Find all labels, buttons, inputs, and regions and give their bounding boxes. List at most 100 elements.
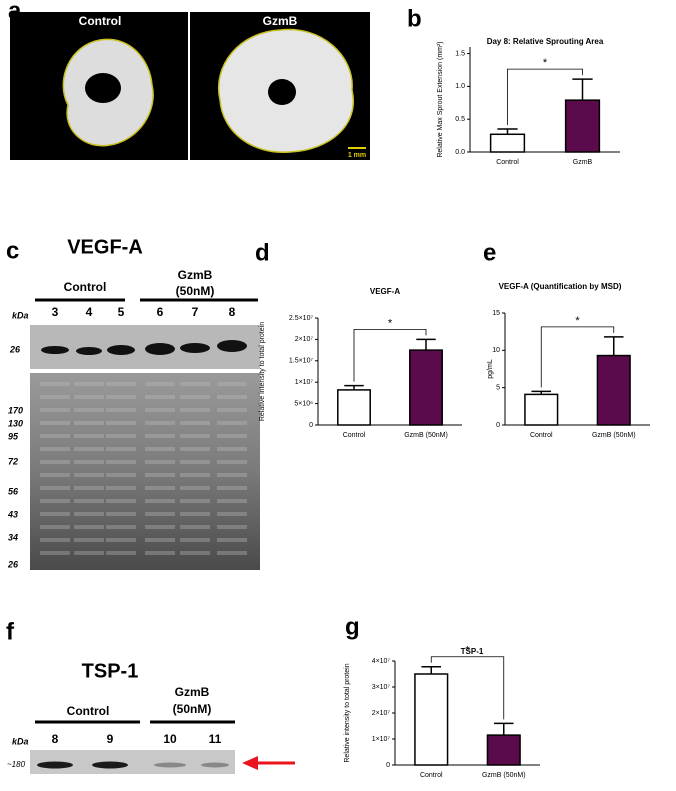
x-tick-label: Control [343,432,366,439]
y-axis-label: Relative intensity to total protein [259,322,266,421]
y-tick-label: 1.5 [455,50,465,57]
marker-label: 26 [9,344,21,354]
gel-band [145,395,175,399]
significance-bracket [353,329,427,382]
gel-band [217,434,247,438]
gel-band [40,473,70,477]
unit-label: kDa [12,310,29,320]
y-tick-label: 2×10⁷ [295,336,314,343]
lane-label: 3 [52,305,59,319]
gel-band [106,486,136,490]
x-tick-label: GzmB (50nM) [482,772,526,779]
gel-band [74,408,104,412]
lane-label: 6 [157,305,164,319]
gel-band [106,434,136,438]
gel-band [145,447,175,451]
gel-band [74,512,104,516]
lane-label: 8 [52,732,59,746]
x-tick-label: Control [420,772,443,779]
blot-title: TSP-1 [82,660,139,682]
gel-band [106,499,136,503]
gel-band [217,499,247,503]
gel-band [145,382,175,386]
gel-band [180,538,210,542]
gel-band [106,551,136,555]
lane-label: 4 [86,305,93,319]
blot-title: VEGF-A [67,236,143,258]
gel-band [217,421,247,425]
y-tick-label: 2.5×10⁷ [289,315,314,322]
panel-letter: g [345,613,360,640]
gel-band [145,538,175,542]
y-tick-label: 3×10⁷ [372,684,391,691]
gel-band [106,538,136,542]
gel-band [74,421,104,425]
x-tick-label: GzmB (50nM) [592,432,636,439]
significance-label: * [465,645,470,657]
gel-band [74,551,104,555]
gel-band [180,512,210,516]
gel-band [74,473,104,477]
gel-band [40,499,70,503]
y-tick-label: 0 [386,762,390,769]
y-tick-label: 5 [496,385,500,392]
chart-title: Day 8: Relative Sprouting Area [487,37,604,46]
gel-band [217,551,247,555]
gel-band [40,421,70,425]
gel-band [180,499,210,503]
scale-bar-label: 1 mm [348,152,366,159]
panel-letter: e [483,239,496,266]
lane-label: 9 [107,732,114,746]
gel-band [74,499,104,503]
panel-letter: c [6,237,19,264]
group-label: GzmB [175,685,210,699]
lane-label: 8 [229,305,236,319]
chart-title: VEGF-A [370,287,400,296]
marker-label: 130 [8,418,23,428]
gel-band [74,447,104,451]
gel-band [40,447,70,451]
gel-band [74,460,104,464]
gel-band [145,473,175,477]
x-tick-label: Control [530,432,553,439]
x-tick-label: GzmB [573,159,593,166]
gel-band [74,434,104,438]
gel-band [106,421,136,425]
gel-band [145,551,175,555]
bar [596,354,631,426]
gel-band [40,434,70,438]
gel-band [217,408,247,412]
gel-band [40,395,70,399]
gel-band [74,486,104,490]
group-label: (50nM) [176,284,215,298]
significance-bracket [507,68,583,126]
y-tick-label: 1.0 [455,83,465,90]
gel-band [217,382,247,386]
gel-band [145,512,175,516]
lane-label: 7 [192,305,199,319]
gel-band [145,421,175,425]
group-label: (50nM) [173,702,212,716]
bar [337,389,371,426]
marker-label: 95 [8,431,19,441]
bar [564,99,601,153]
bar [414,673,449,766]
gel-band [145,460,175,464]
image-label: GzmB [263,14,298,28]
gel-band [40,408,70,412]
gel-band [180,434,210,438]
y-tick-label: 4×10⁷ [372,658,391,665]
panel-letter: d [255,239,270,266]
gel-band [40,512,70,516]
gel-band [180,486,210,490]
gel-band [180,473,210,477]
gel-band [74,395,104,399]
x-tick-label: Control [496,159,519,166]
y-tick-label: 1.5×10⁷ [289,358,314,365]
marker-label: 56 [8,486,19,496]
group-label: Control [67,704,110,718]
y-tick-label: 0.0 [455,149,465,156]
gel-band [180,460,210,464]
marker-label: 170 [8,405,23,415]
